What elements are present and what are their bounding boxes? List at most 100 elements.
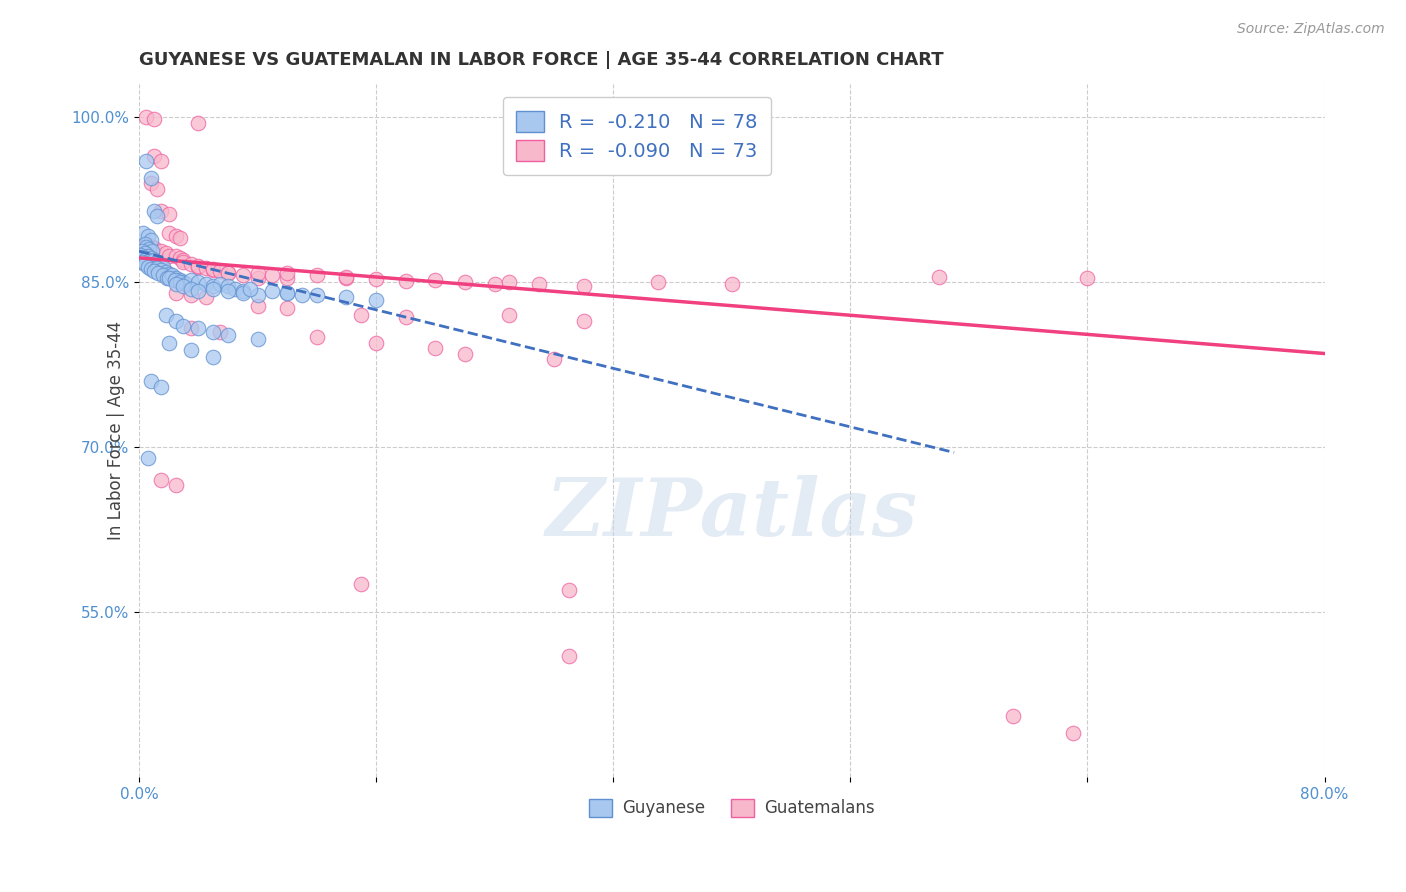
Point xyxy=(176,277,198,292)
Point xyxy=(136,450,159,465)
Point xyxy=(217,327,239,342)
Point xyxy=(720,277,742,292)
Point xyxy=(202,325,225,339)
Point xyxy=(180,273,202,287)
Point xyxy=(527,277,550,292)
Point xyxy=(350,308,373,322)
Point xyxy=(246,299,269,313)
Point xyxy=(232,268,254,283)
Point xyxy=(155,265,177,279)
Point xyxy=(150,203,173,218)
Point xyxy=(1076,270,1098,285)
Point xyxy=(160,268,183,283)
Point xyxy=(224,282,246,296)
Point xyxy=(262,268,284,283)
Point xyxy=(163,273,186,287)
Point xyxy=(498,275,520,289)
Point xyxy=(131,244,153,259)
Point xyxy=(139,251,162,265)
Point xyxy=(335,269,357,284)
Point xyxy=(217,266,239,280)
Point xyxy=(395,274,418,288)
Point xyxy=(169,251,191,265)
Point xyxy=(169,275,191,289)
Point xyxy=(305,330,328,344)
Point xyxy=(364,293,387,307)
Point xyxy=(217,284,239,298)
Point xyxy=(165,228,187,243)
Point xyxy=(305,288,328,302)
Point xyxy=(149,257,172,271)
Point xyxy=(139,239,162,253)
Point xyxy=(209,264,232,278)
Point xyxy=(139,170,162,185)
Point xyxy=(150,379,173,393)
Point xyxy=(239,282,262,296)
Point xyxy=(209,277,232,292)
Point xyxy=(335,290,357,304)
Point xyxy=(134,257,156,271)
Point xyxy=(134,236,156,251)
Point xyxy=(157,268,180,282)
Point xyxy=(364,335,387,350)
Point xyxy=(139,233,162,247)
Point xyxy=(135,240,157,254)
Point xyxy=(202,282,225,296)
Point xyxy=(194,290,217,304)
Point xyxy=(157,270,180,285)
Point xyxy=(180,288,202,302)
Point xyxy=(276,301,298,316)
Point xyxy=(276,286,298,301)
Point xyxy=(157,207,180,221)
Point xyxy=(1062,726,1084,740)
Point xyxy=(142,241,165,255)
Point xyxy=(194,277,217,292)
Point xyxy=(145,255,167,269)
Point xyxy=(209,325,232,339)
Point xyxy=(152,260,174,274)
Point xyxy=(138,242,160,256)
Point xyxy=(142,148,165,162)
Point xyxy=(172,319,194,334)
Point xyxy=(145,209,167,223)
Point xyxy=(291,288,314,302)
Text: GUYANESE VS GUATEMALAN IN LABOR FORCE | AGE 35-44 CORRELATION CHART: GUYANESE VS GUATEMALAN IN LABOR FORCE | … xyxy=(139,51,943,69)
Point xyxy=(141,244,163,259)
Point xyxy=(165,249,187,263)
Point xyxy=(169,273,191,287)
Point xyxy=(180,282,202,296)
Point xyxy=(232,286,254,301)
Point xyxy=(139,374,162,388)
Point xyxy=(276,266,298,280)
Point xyxy=(194,260,217,275)
Point xyxy=(202,261,225,276)
Point xyxy=(180,321,202,335)
Point xyxy=(246,266,269,280)
Point xyxy=(131,255,153,269)
Point xyxy=(187,115,209,129)
Point xyxy=(187,260,209,274)
Point xyxy=(150,154,173,169)
Point xyxy=(135,110,157,124)
Point xyxy=(142,112,165,127)
Point xyxy=(165,277,187,292)
Point xyxy=(150,473,173,487)
Point xyxy=(132,250,155,264)
Point xyxy=(276,286,298,301)
Point xyxy=(142,203,165,218)
Point xyxy=(572,279,595,293)
Point xyxy=(155,246,177,260)
Point xyxy=(276,270,298,285)
Y-axis label: In Labor Force | Age 35-44: In Labor Force | Age 35-44 xyxy=(107,321,125,540)
Point xyxy=(425,341,447,355)
Point xyxy=(145,260,167,275)
Point xyxy=(150,244,173,259)
Text: ZIPatlas: ZIPatlas xyxy=(546,475,918,552)
Point xyxy=(135,236,157,251)
Legend: Guyanese, Guatemalans: Guyanese, Guatemalans xyxy=(582,792,882,824)
Text: Source: ZipAtlas.com: Source: ZipAtlas.com xyxy=(1237,22,1385,37)
Point xyxy=(180,257,202,271)
Point xyxy=(172,253,194,268)
Point xyxy=(425,273,447,287)
Point xyxy=(152,268,174,283)
